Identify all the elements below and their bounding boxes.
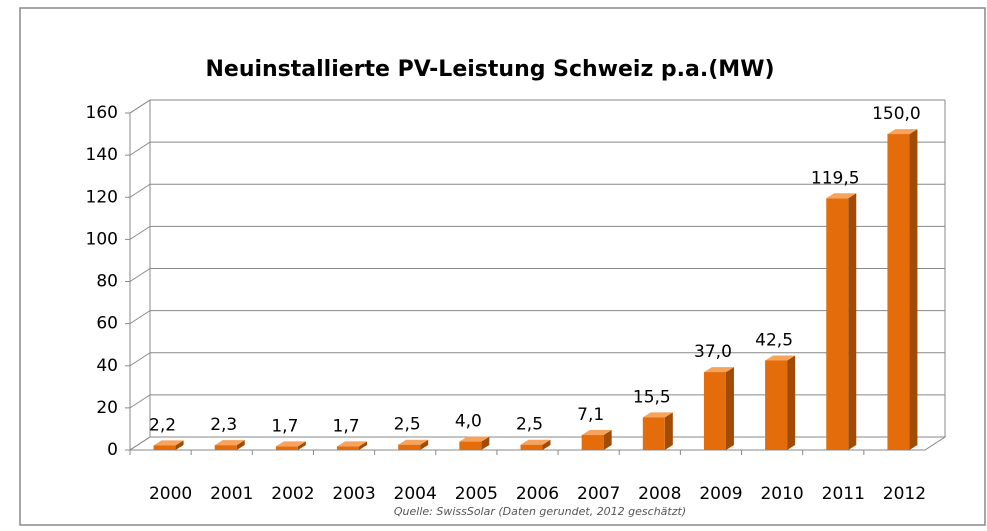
value-label: 2,5 (394, 415, 421, 435)
bar-side (175, 440, 184, 450)
bar-side (725, 367, 734, 450)
bar-top (581, 430, 612, 436)
bar (337, 446, 360, 450)
value-label: 42,5 (755, 330, 793, 350)
grid-line-side (129, 310, 151, 325)
y-tick-label: 40 (96, 356, 118, 376)
bar-side (848, 193, 857, 450)
value-label: 1,7 (271, 416, 298, 436)
bar (398, 444, 421, 450)
x-tick-label: 2000 (149, 484, 192, 504)
x-tick-label: 2010 (760, 484, 803, 504)
bar (887, 134, 910, 450)
grid-line-side (129, 394, 151, 409)
bar (214, 445, 237, 450)
bar-top (703, 367, 734, 373)
y-tick-label: 20 (96, 398, 118, 418)
value-label: 15,5 (633, 387, 671, 407)
x-tick-label: 2002 (271, 484, 314, 504)
value-label: 2,5 (516, 415, 543, 435)
x-tick-label: 2003 (332, 484, 375, 504)
bar-side (664, 412, 673, 450)
value-label: 37,0 (694, 342, 732, 362)
y-tick-label: 160 (86, 103, 118, 123)
bar-side (787, 355, 796, 450)
bar (459, 441, 482, 450)
grid-line-side (129, 268, 151, 282)
grid-line-side (129, 99, 151, 114)
bar-side (481, 436, 490, 450)
bar-top (826, 193, 857, 199)
bar-side (909, 129, 918, 450)
bar-top (520, 439, 551, 445)
bar-side (359, 441, 368, 450)
x-tick-label: 2007 (577, 484, 620, 504)
bar-side (297, 441, 306, 450)
y-tick-label: 0 (107, 440, 118, 460)
bar-top (642, 412, 673, 418)
bar (826, 198, 849, 450)
grid-line-side (129, 141, 151, 156)
bar-side (420, 439, 429, 450)
source-note: Quelle: SwissSolar (Daten gerundet, 2012… (394, 505, 686, 518)
bar-top (765, 355, 796, 361)
value-label: 1,7 (333, 416, 360, 436)
grid-line-side (129, 436, 151, 451)
bar-top (275, 441, 306, 447)
chart-frame (19, 7, 986, 526)
value-label: 119,5 (811, 168, 860, 188)
bar-top (459, 436, 490, 442)
bar (765, 360, 788, 450)
y-tick-label: 100 (86, 229, 118, 249)
y-tick-label: 140 (86, 145, 118, 165)
bar-top (398, 439, 429, 445)
x-tick-label: 2009 (699, 484, 742, 504)
x-tick-label: 2011 (822, 484, 865, 504)
grid-line-side (129, 352, 151, 367)
y-tick-label: 60 (96, 314, 118, 334)
bar-top (214, 440, 245, 446)
bar-top (153, 440, 184, 446)
value-label: 2,3 (210, 415, 237, 435)
bar (642, 417, 665, 450)
x-tick-label: 2012 (883, 484, 926, 504)
bar-side (236, 440, 245, 450)
x-tick-label: 2005 (455, 484, 498, 504)
bar-top (337, 441, 368, 447)
x-tick-label: 2008 (638, 484, 681, 504)
value-label: 150,0 (872, 104, 921, 124)
bar (153, 445, 176, 450)
grid-line-side (129, 225, 151, 240)
x-tick-label: 2004 (394, 484, 437, 504)
bar-side (542, 439, 551, 450)
bar-top (887, 129, 918, 135)
bar (275, 446, 298, 450)
bar (703, 372, 726, 450)
y-tick-label: 120 (86, 187, 118, 207)
grid-line-side (129, 183, 151, 198)
x-tick-label: 2001 (210, 484, 253, 504)
chart-title: Neuinstallierte PV-Leistung Schweiz p.a.… (205, 57, 774, 82)
value-label: 4,0 (455, 412, 482, 432)
bar (581, 435, 604, 450)
value-label: 2,2 (149, 415, 176, 435)
x-tick-label: 2006 (516, 484, 559, 504)
y-tick-label: 80 (96, 272, 118, 292)
bar (520, 444, 543, 450)
bar-side (603, 430, 612, 450)
value-label: 7,1 (577, 405, 604, 425)
